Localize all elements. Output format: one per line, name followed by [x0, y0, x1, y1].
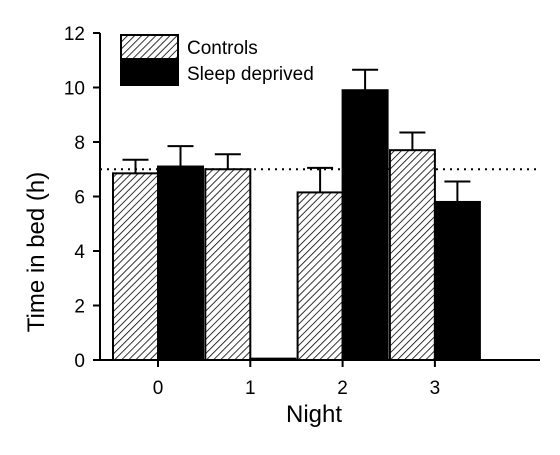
legend-swatch-sleep-deprived	[120, 60, 179, 86]
x-axis-label: Night	[286, 401, 342, 428]
x-tick-label: 2	[337, 378, 348, 399]
x-tick-label: 1	[245, 378, 256, 399]
y-tick-label: 12	[64, 24, 85, 45]
bar-controls-night-2	[296, 191, 344, 361]
bar-sleep-deprived-night-1	[249, 357, 297, 362]
bars	[112, 89, 481, 362]
y-tick-label: 4	[74, 242, 85, 263]
legend: Controls Sleep deprived	[120, 34, 314, 86]
y-tick-label: 2	[74, 297, 85, 318]
y-tick-label: 0	[74, 351, 85, 372]
x-tick-label: 0	[153, 378, 164, 399]
error-bars	[122, 68, 471, 202]
y-ticks: 0 2 4 6 8 10 12	[64, 24, 100, 372]
y-axis-label: Time in bed (h)	[23, 172, 50, 333]
bar-controls-night-0	[112, 172, 159, 361]
y-tick-label: 6	[74, 188, 85, 209]
legend-label-sleep-deprived: Sleep deprived	[187, 64, 314, 85]
bar-controls-night-1	[204, 168, 252, 361]
x-tick-label: 3	[430, 378, 441, 399]
legend-swatch-controls	[120, 34, 179, 60]
bar-controls-night-3	[388, 149, 436, 361]
x-ticks: 0 1 2 3	[153, 360, 440, 399]
y-tick-label: 8	[74, 133, 85, 154]
bar-sleep-deprived-night-2	[341, 89, 389, 361]
legend-label-controls: Controls	[187, 38, 258, 59]
y-tick-label: 10	[64, 79, 85, 100]
bar-sleep-deprived-night-3	[433, 200, 481, 361]
bar-sleep-deprived-night-0	[157, 165, 204, 361]
